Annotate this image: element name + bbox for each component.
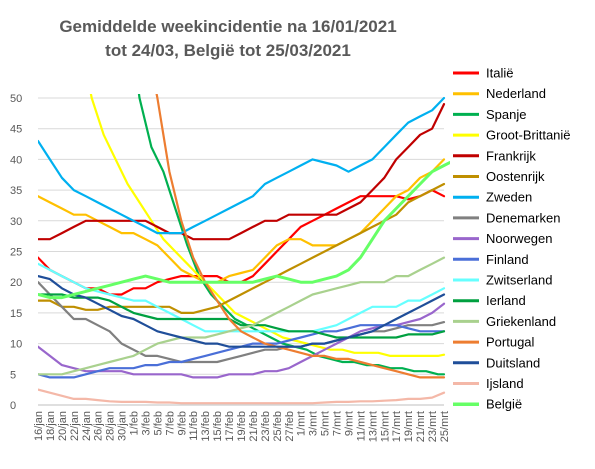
legend-label: Spanje [486, 107, 526, 122]
y-tick-label: 45 [10, 124, 22, 136]
x-tick-label: 13/feb [200, 411, 212, 442]
legend-label: Ierland [486, 293, 526, 308]
series-line-portugal [155, 94, 446, 379]
x-tick-label: 15/feb [212, 411, 224, 442]
legend-label: Zwitserland [486, 273, 552, 288]
y-tick-label: 10 [10, 339, 22, 351]
series-lines [38, 94, 450, 405]
series-line-noorwegen [38, 302, 446, 379]
chart-title-line-1: Gemiddelde weekincidentie na 16/01/2021 [59, 17, 396, 36]
series-line-nederland [38, 158, 446, 284]
x-tick-label: 20/jan [57, 411, 69, 441]
x-tick-label: 24/jan [81, 411, 93, 441]
series-line-denemarken [38, 281, 446, 364]
series-line-spanje [137, 94, 446, 376]
x-tick-label: 25/feb [272, 411, 284, 442]
x-tick-label: 7/mrt [332, 411, 344, 436]
legend-label: Zweden [486, 190, 532, 205]
legend-label: Ijsland [486, 376, 524, 391]
y-tick-label: 50 [10, 93, 22, 105]
legend: Italië Nederland Spanje Groot-Brittanië Fran… [453, 66, 571, 412]
y-tick-label: 35 [10, 185, 22, 197]
legend-label: Italië [486, 66, 513, 81]
y-tick-label: 5 [10, 369, 16, 381]
x-tick-label: 17/mrt [391, 411, 403, 442]
x-tick-label: 13/mrt [367, 411, 379, 442]
x-tick-label: 26/jan [93, 411, 105, 441]
x-tick-label: 19/mrt [403, 411, 415, 442]
legend-label: Groot-Brittanië [486, 128, 571, 143]
legend-label: Nederland [486, 86, 546, 101]
legend-label: Griekenland [486, 314, 556, 329]
x-tick-label: 22/jan [69, 411, 81, 441]
x-tick-label: 9/feb [176, 411, 188, 435]
series-line-zweden [38, 96, 446, 235]
x-tick-label: 15/mrt [379, 411, 391, 442]
x-tick-label: 30/jan [117, 411, 129, 441]
x-tick-label: 7/feb [164, 411, 176, 435]
series-line-finland [38, 324, 446, 379]
y-tick-label: 15 [10, 308, 22, 320]
x-tick-label: 9/mrt [343, 411, 355, 436]
legend-label: Noorwegen [486, 231, 553, 246]
legend-label: Finland [486, 252, 529, 267]
legend-label: Portugal [486, 335, 535, 350]
y-tick-label: 20 [10, 277, 22, 289]
x-tick-label: 3/feb [140, 411, 152, 435]
x-tick-label: 16/jan [33, 411, 45, 441]
legend-label: Oostenrijk [486, 169, 545, 184]
x-tick-label: 18/jan [45, 411, 57, 441]
x-tick-label: 11/feb [188, 411, 200, 441]
x-tick-label: 21/feb [248, 411, 260, 442]
y-axis-ticks: 0 5 10 15 20 25 30 35 40 45 50 [10, 93, 22, 412]
x-tick-label: 21/mrt [415, 411, 427, 442]
x-tick-label: 27/feb [284, 411, 296, 442]
x-tick-label: 25/mrt [439, 411, 451, 442]
legend-label: Denemarken [486, 210, 560, 225]
series-line-ierland [38, 293, 446, 339]
legend-label: Frankrijk [486, 148, 536, 163]
series-line-ijsland [38, 388, 446, 405]
series-line-griekenland [38, 256, 446, 376]
x-tick-label: 19/feb [236, 411, 248, 442]
x-tick-label: 23/mrt [427, 411, 439, 442]
gridlines [38, 97, 444, 406]
x-tick-label: 5/mrt [320, 411, 332, 436]
x-axis-ticks: 16/jan 18/jan 20/jan 22/jan 24/jan 26/jan 28/j… [33, 411, 451, 442]
y-tick-label: 0 [10, 400, 16, 412]
series-line-belgië [38, 161, 450, 300]
x-tick-label: 3/mrt [308, 411, 320, 436]
chart-title-line-2: tot 24/03, België tot 25/03/2021 [105, 41, 351, 60]
x-tick-label: 1/mrt [296, 411, 308, 436]
series-line-italië [38, 189, 446, 296]
y-tick-label: 40 [10, 154, 22, 166]
y-tick-label: 30 [10, 216, 22, 228]
x-tick-label: 17/feb [224, 411, 236, 442]
legend-label: België [486, 397, 522, 412]
y-tick-label: 25 [10, 247, 22, 259]
x-tick-label: 11/mrt [355, 411, 367, 441]
x-tick-label: 1/feb [129, 411, 141, 435]
legend-label: Duitsland [486, 355, 540, 370]
x-tick-label: 28/jan [105, 411, 117, 441]
series-line-frankrijk [38, 103, 446, 241]
x-tick-label: 23/feb [260, 411, 272, 442]
x-tick-label: 5/feb [152, 411, 164, 435]
series-line-duitsland [38, 275, 446, 348]
